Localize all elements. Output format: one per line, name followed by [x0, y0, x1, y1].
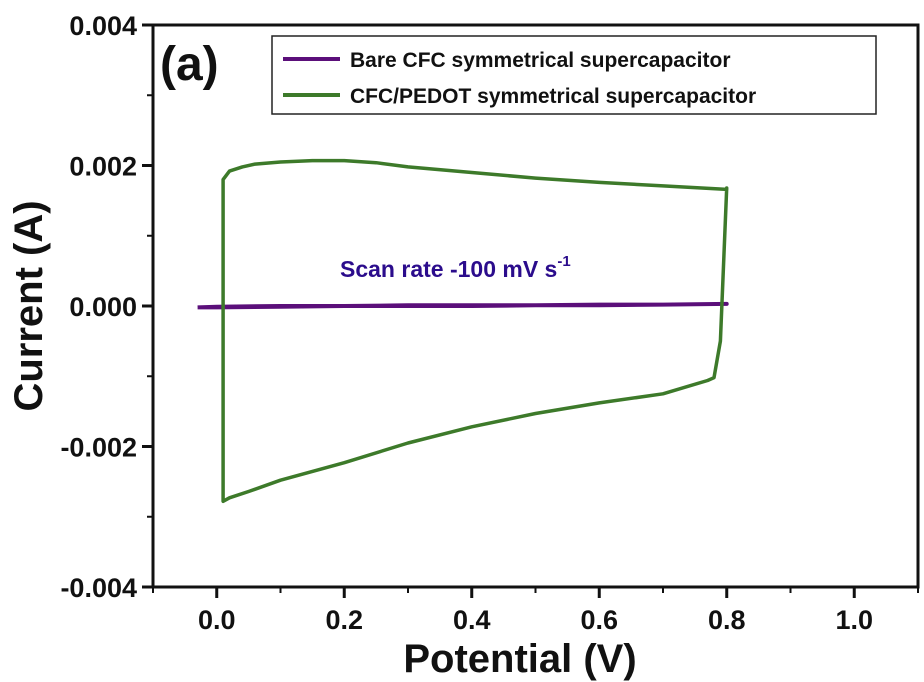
y-tick-label: 0.004: [69, 11, 137, 41]
series-line-1: [221, 158, 729, 504]
x-axis-title: Potential (V): [403, 637, 636, 681]
scan-rate-superscript: -1: [557, 253, 570, 270]
scan-rate-annotation: Scan rate -100 mV s-1: [340, 253, 571, 282]
x-tick-label: 0.6: [580, 605, 618, 635]
series-line-0: [197, 301, 729, 310]
y-tick-label: 0.000: [69, 292, 137, 322]
panel-label: (a): [160, 38, 219, 91]
plot-frame: [151, 23, 920, 589]
legend-label-cfc-pedot: CFC/PEDOT symmetrical supercapacitor: [350, 85, 756, 108]
y-tick-label: -0.004: [60, 573, 137, 603]
x-tick-label: 0.0: [198, 605, 236, 635]
y-tick-label: 0.002: [69, 152, 137, 182]
series-layer: [197, 158, 729, 504]
ticks-layer: 0.0 0.2 0.4 0.6 0.8 1.0 -0.004 -0.002 0.000 0.002…: [60, 11, 919, 635]
scan-rate-text: Scan rate -100 mV s: [340, 256, 557, 282]
y-tick-label: -0.002: [60, 433, 137, 463]
legend-label-bare-cfc: Bare CFC symmetrical supercapacitor: [350, 49, 731, 72]
x-tick-label: 1.0: [835, 605, 873, 635]
x-tick-label: 0.4: [453, 605, 491, 635]
x-tick-label: 0.8: [708, 605, 746, 635]
y-axis-title: Current (A): [7, 200, 51, 411]
legend: Bare CFC symmetrical supercapacitor CFC/…: [271, 35, 877, 115]
legend-box: [271, 35, 877, 115]
x-tick-label: 0.2: [325, 605, 363, 635]
